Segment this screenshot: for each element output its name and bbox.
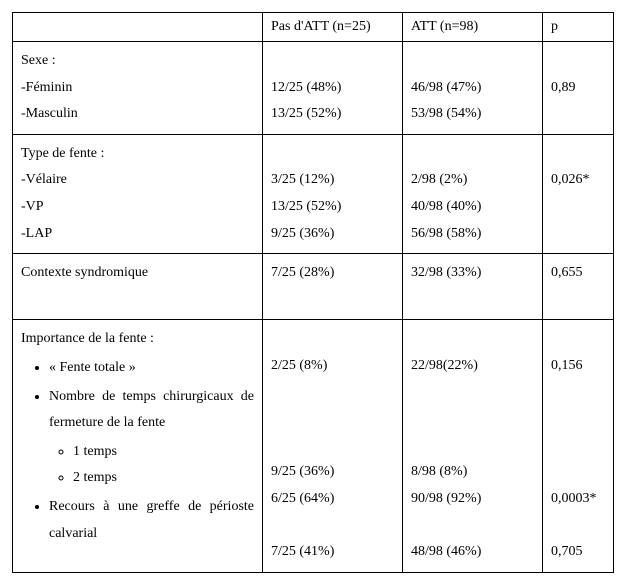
cell-type-label: Type de fente : -Vélaire -VP -LAP (13, 134, 263, 253)
importance-temps1: 1 temps (73, 439, 254, 466)
cell-contexte-c2: 32/98 (33%) (403, 254, 543, 320)
type-lap-c2: 56/98 (58%) (411, 221, 534, 248)
importance-p-greffe: 0,705 (551, 539, 605, 566)
cell-contexte-label: Contexte syndromique (13, 254, 263, 320)
importance-p-fente: 0,156 (551, 353, 605, 380)
importance-fente-totale: « Fente totale » (49, 355, 254, 382)
contexte-label: Contexte syndromique (21, 260, 254, 287)
cell-sexe-c2: 46/98 (47%) 53/98 (54%) (403, 42, 543, 135)
header-row: Pas d'ATT (n=25) ATT (n=98) p (13, 13, 614, 42)
type-vp-c1: 13/25 (52%) (271, 194, 394, 221)
sexe-feminin: -Féminin (21, 75, 254, 102)
contexte-p: 0,655 (551, 260, 605, 287)
importance-temps1-c2: 8/98 (8%) (411, 459, 534, 486)
type-vp-c2: 40/98 (40%) (411, 194, 534, 221)
sexe-p: 0,89 (551, 75, 605, 102)
importance-greffe-c2: 48/98 (46%) (411, 539, 534, 566)
importance-fente-c1: 2/25 (8%) (271, 353, 394, 380)
cell-type-p: 0,026* (543, 134, 614, 253)
header-empty (13, 13, 263, 42)
type-lap-c1: 9/25 (36%) (271, 221, 394, 248)
importance-temps2: 2 temps (73, 465, 254, 492)
row-contexte: Contexte syndromique 7/25 (28%) 32/98 (3… (13, 254, 614, 320)
cell-importance-c2: 22/98(22%) 8/98 (8%) 90/98 (92%) 48/98 (… (403, 320, 543, 572)
cell-importance-c1: 2/25 (8%) 9/25 (36%) 6/25 (64%) 7/25 (41… (263, 320, 403, 572)
header-col3: p (543, 13, 614, 42)
importance-temps2-c2: 90/98 (92%) (411, 486, 534, 513)
cell-contexte-c1: 7/25 (28%) (263, 254, 403, 320)
importance-fente-c2: 22/98(22%) (411, 353, 534, 380)
sexe-masc-c1: 13/25 (52%) (271, 101, 394, 128)
sexe-title: Sexe : (21, 48, 254, 75)
importance-p-temps: 0,0003* (551, 486, 605, 513)
row-sexe: Sexe : -Féminin -Masculin 12/25 (48%) 13… (13, 42, 614, 135)
importance-title: Importance de la fente : (21, 326, 254, 353)
importance-greffe: Recours à une greffe de périoste calvari… (49, 494, 254, 547)
cell-sexe-label: Sexe : -Féminin -Masculin (13, 42, 263, 135)
type-p: 0,026* (551, 167, 605, 194)
cell-sexe-c1: 12/25 (48%) 13/25 (52%) (263, 42, 403, 135)
type-lap: -LAP (21, 221, 254, 248)
contexte-c2: 32/98 (33%) (411, 260, 534, 287)
type-velaire: -Vélaire (21, 167, 254, 194)
results-table: Pas d'ATT (n=25) ATT (n=98) p Sexe : -Fé… (12, 12, 614, 573)
type-velaire-c1: 3/25 (12%) (271, 167, 394, 194)
importance-greffe-c1: 7/25 (41%) (271, 539, 394, 566)
header-col1: Pas d'ATT (n=25) (263, 13, 403, 42)
cell-importance-p: 0,156 0,0003* 0,705 (543, 320, 614, 572)
cell-type-c2: 2/98 (2%) 40/98 (40%) 56/98 (58%) (403, 134, 543, 253)
row-importance: Importance de la fente : « Fente totale … (13, 320, 614, 572)
row-type-fente: Type de fente : -Vélaire -VP -LAP 3/25 (… (13, 134, 614, 253)
sexe-fem-c1: 12/25 (48%) (271, 75, 394, 102)
type-vp: -VP (21, 194, 254, 221)
cell-contexte-p: 0,655 (543, 254, 614, 320)
sexe-masculin: -Masculin (21, 101, 254, 128)
type-velaire-c2: 2/98 (2%) (411, 167, 534, 194)
cell-sexe-p: 0,89 (543, 42, 614, 135)
cell-importance-label: Importance de la fente : « Fente totale … (13, 320, 263, 572)
header-col2: ATT (n=98) (403, 13, 543, 42)
importance-temps1-c1: 9/25 (36%) (271, 459, 394, 486)
importance-nombre-temps: Nombre de temps chirurgicaux de fermetur… (49, 384, 254, 437)
sexe-masc-c2: 53/98 (54%) (411, 101, 534, 128)
type-title: Type de fente : (21, 141, 254, 168)
cell-type-c1: 3/25 (12%) 13/25 (52%) 9/25 (36%) (263, 134, 403, 253)
sexe-fem-c2: 46/98 (47%) (411, 75, 534, 102)
importance-temps2-c1: 6/25 (64%) (271, 486, 394, 513)
contexte-c1: 7/25 (28%) (271, 260, 394, 287)
